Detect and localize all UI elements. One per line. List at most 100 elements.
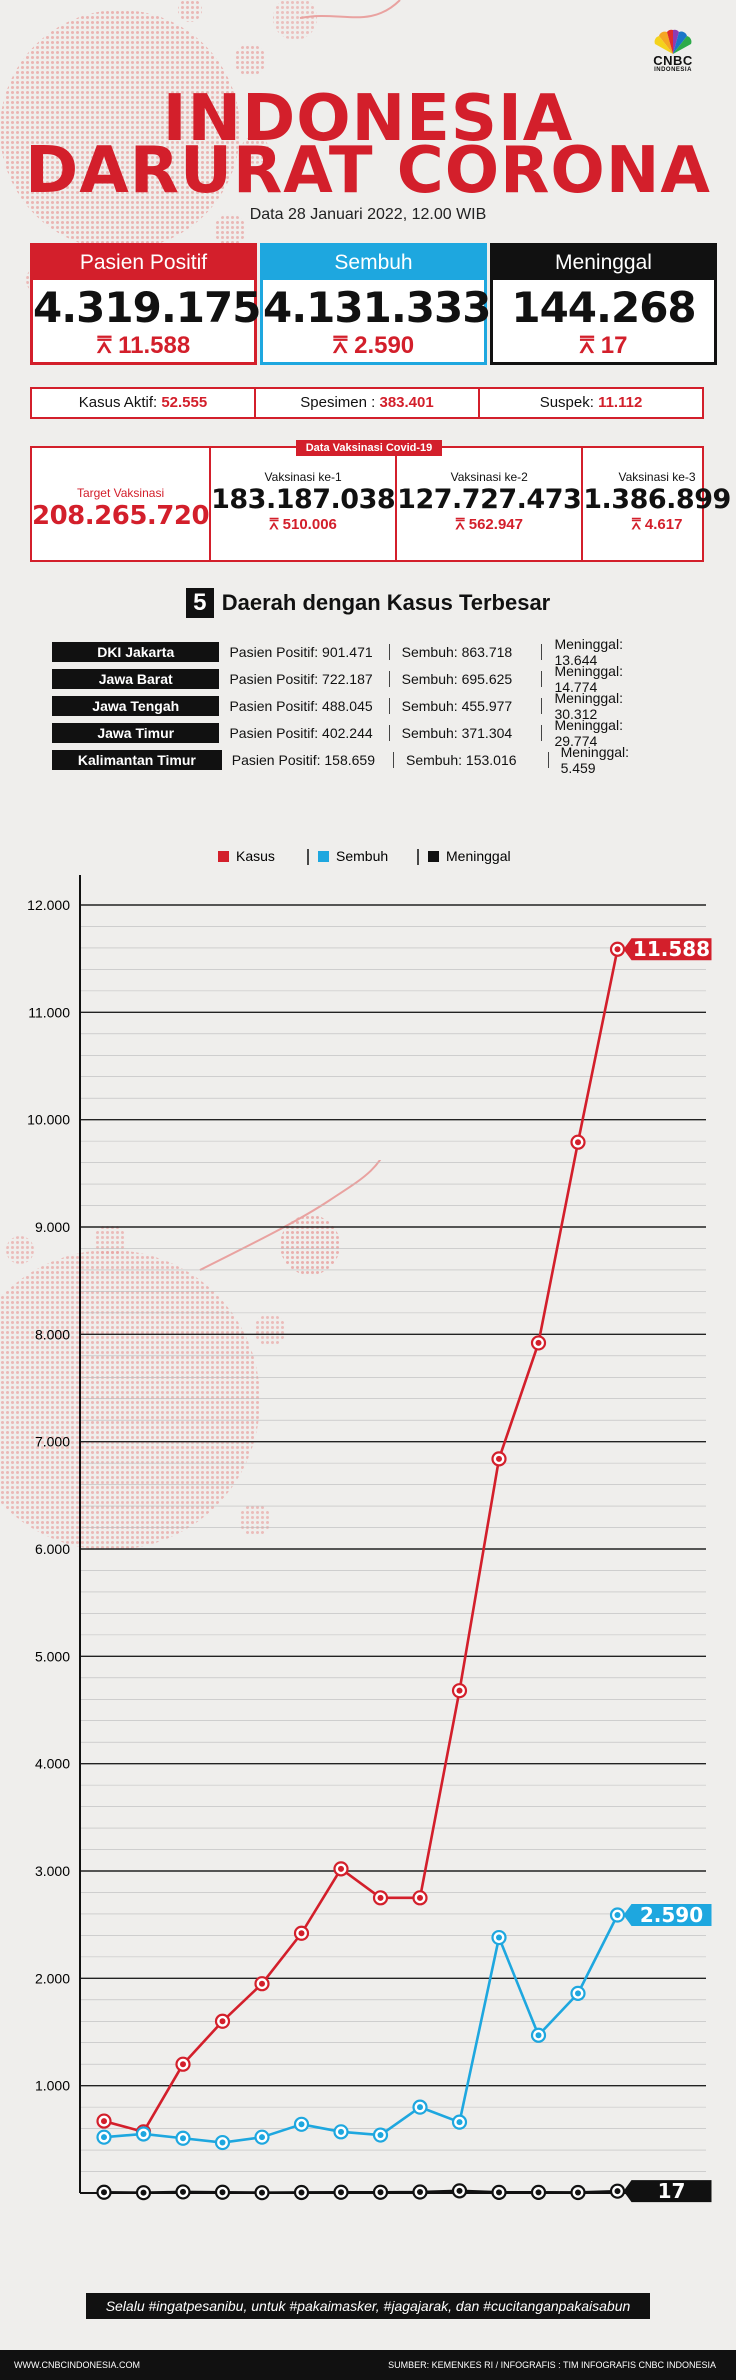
data-point-center [496,2189,502,2196]
data-point-center [575,1139,581,1146]
stats-bar: Kasus Aktif: 52.555 Spesimen : 383.401 S… [30,387,704,419]
up-chevrons-icon: ⩞ [269,516,279,533]
data-point-center [101,2118,107,2125]
y-tick-label: 6.000 [35,1541,70,1557]
vaccination-dose-1: Vaksinasi ke-1 183.187.038 ⩞ 510.006 [211,448,398,560]
data-point-center [259,1980,265,1987]
end-label-box [623,1904,712,1927]
up-chevrons-icon: ⩞ [455,516,465,533]
data-point-center [180,2188,186,2195]
y-tick-label: 10.000 [27,1112,70,1128]
data-point-center [496,1455,502,1462]
region-row: Kalimantan Timur Pasien Positif: 158.659 S… [52,744,692,776]
y-tick-label: 12.000 [27,897,70,913]
data-point-center [456,2119,463,2126]
end-label-box [623,2180,712,2203]
vaccination-tag: Data Vaksinasi Covid-19 [295,440,443,456]
stat-spesimen: Spesimen : 383.401 [256,389,480,417]
card-label: Meninggal [493,246,714,280]
y-tick-label: 3.000 [35,1863,70,1879]
footer-slogan: Selalu #ingatpesanibu, untuk #pakaimaske… [86,2293,650,2319]
region-row: Jawa Timur Pasien Positif: 402.244 Sembuh:… [52,717,692,749]
data-point-center [219,2139,226,2146]
data-point-center [377,2189,384,2196]
line-chart: 1.000 2.000 3.000 4.000 5.000 6.000 7.000 8.000… [27,848,712,2203]
end-label: 11.588 [633,937,710,961]
data-point-center [338,1865,344,1872]
data-point-center [377,2132,384,2139]
card-delta: ⩞ 11.588 [96,332,191,359]
data-point-center [575,1990,581,1997]
bottom-bar: WWW.CNBCINDONESIA.COM SUMBER: KEMENKES R… [0,2350,736,2380]
legend-swatch [218,851,229,862]
y-tick-label: 5.000 [35,1648,70,1664]
card-pasien-positif: Pasien Positif 4.319.175 ⩞ 11.588 [30,243,261,365]
data-point-center [298,1930,305,1937]
data-point-center [456,1687,463,1694]
card-label: Pasien Positif [33,246,254,280]
data-point-center [180,2135,186,2142]
data-point-center [219,2018,226,2025]
series-line-kasus [103,948,619,2134]
vaccination-dose-3: Vaksinasi ke-3 1.386.899 ⩞ 4.617 [583,470,731,533]
regions-title: 5 Daerah dengan Kasus Terbesar [0,588,736,618]
data-point-center [496,1934,502,1941]
data-point-center [140,2130,147,2137]
legend-label: Sembuh [336,848,388,864]
data-point-center [535,2032,542,2039]
title-line1: INDONESIA [162,82,574,156]
y-tick-label: 11.000 [28,1004,70,1020]
up-chevrons-icon: ⩞ [631,516,641,533]
data-point-center [180,2061,186,2068]
data-point-center [219,2189,226,2196]
up-chevrons-icon: ⩞ [579,332,595,359]
region-row: Jawa Barat Pasien Positif: 722.187 Sembuh:… [52,663,692,695]
data-point-center [535,2189,542,2196]
data-point-center [101,2189,107,2196]
end-label-box [623,938,712,961]
stat-suspek: Suspek: 11.112 [539,394,643,411]
card-delta: ⩞ 2.590 [332,332,415,359]
website: WWW.CNBCINDONESIA.COM [14,2360,140,2370]
logo-sub: INDONESIA [654,67,692,73]
data-point-center [259,2189,265,2196]
data-point-center [614,1912,621,1919]
card-value: 4.131.333 [263,283,491,332]
data-point-center [101,2134,107,2141]
region-row: DKI Jakarta Pasien Positif: 901.471 Sembuh… [52,636,692,668]
data-point-center [140,2189,147,2196]
legend-label: Kasus [236,848,275,864]
region-row: Jawa Tengah Pasien Positif: 488.045 Sembuh… [52,690,692,722]
data-point-center [417,2104,423,2111]
data-point-center [298,2189,305,2196]
data-point-center [535,1339,542,1346]
data-point-center [614,2188,621,2195]
legend-label: Meninggal [446,848,511,864]
data-point-center [377,1894,384,1901]
regions-table: DKI Jakarta Pasien Positif: 901.471 Sembuh… [52,636,692,776]
data-point-center [298,2121,305,2128]
data-point-center [259,2134,265,2141]
y-tick-label: 7.000 [35,1434,70,1450]
data-point-center [338,2189,344,2196]
card-delta: ⩞ 17 [579,332,628,359]
card-value: 144.268 [511,283,696,332]
y-tick-label: 1.000 [35,2078,70,2094]
y-tick-label: 9.000 [35,1219,70,1235]
data-point-center [575,2189,581,2196]
end-label: 17 [658,2179,686,2203]
vaccination-dose-2: Vaksinasi ke-2 127.727.473 ⩞ 562.947 [397,448,584,560]
virus-illustration-middle [0,1160,382,1550]
up-chevrons-icon: ⩞ [96,332,112,359]
end-label: 2.590 [640,1903,703,1927]
data-point-center [338,2128,344,2135]
logo-text: CNBC [653,53,693,68]
regions-number: 5 [185,588,214,618]
y-tick-label: 8.000 [35,1326,70,1342]
card-sembuh: Sembuh 4.131.333 ⩞ 2.590 [260,243,491,365]
vaccination-target: Target Vaksinasi 208.265.720 [32,448,212,560]
data-point-center [614,946,621,953]
y-tick-label: 4.000 [35,1756,70,1772]
data-point-center [417,2189,423,2196]
card-label: Sembuh [263,246,484,280]
